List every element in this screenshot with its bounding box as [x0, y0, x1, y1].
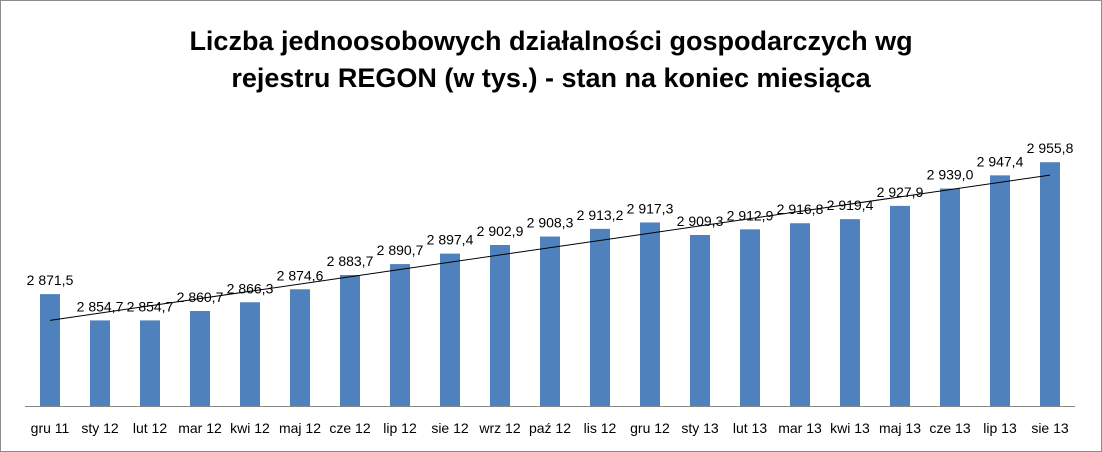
data-label: 2 912,9: [727, 207, 774, 223]
bar: [590, 228, 610, 406]
x-tick-label: lut 13: [733, 420, 767, 436]
bar: [290, 289, 310, 406]
x-tick-label: lip 13: [983, 420, 1017, 436]
data-label: 2 854,7: [77, 298, 124, 314]
chart-title-line-1: Liczba jednoosobowych działalności gospo…: [189, 26, 913, 56]
x-tick-label: wrz 12: [478, 420, 520, 436]
bar: [940, 188, 960, 406]
x-tick-label: lip 12: [383, 420, 417, 436]
bar: [790, 223, 810, 406]
data-label: 2 883,7: [327, 253, 374, 269]
bar: [140, 320, 160, 406]
data-label: 2 955,8: [1027, 140, 1074, 156]
bar: [740, 229, 760, 406]
data-label: 2 917,3: [627, 200, 674, 216]
bar: [190, 311, 210, 406]
bar: [90, 320, 110, 406]
x-tick-label: paź 12: [529, 420, 571, 436]
x-tick-label: mar 12: [178, 420, 222, 436]
data-label: 2 897,4: [427, 232, 474, 248]
x-tick-label: sie 13: [1031, 420, 1069, 436]
x-tick-label: maj 12: [279, 420, 321, 436]
chart-title-line-2: rejestru REGON (w tys.) - stan na koniec…: [231, 63, 871, 93]
bar: [840, 219, 860, 406]
data-label: 2 919,4: [827, 197, 874, 213]
data-label: 2 866,3: [227, 280, 274, 296]
x-tick-label: kwi 13: [830, 420, 870, 436]
bar: [540, 236, 560, 406]
x-tick-label: cze 13: [929, 420, 970, 436]
data-label: 2 927,9: [877, 184, 924, 200]
data-label: 2 947,4: [977, 153, 1024, 169]
data-label: 2 902,9: [477, 223, 524, 239]
x-tick-label: sie 12: [431, 420, 469, 436]
data-label: 2 913,2: [577, 207, 624, 223]
bar: [640, 222, 660, 406]
bar: [890, 205, 910, 406]
bar: [690, 234, 710, 406]
x-tick-label: cze 12: [329, 420, 370, 436]
x-tick-label: gru 12: [630, 420, 670, 436]
chart-title: Liczba jednoosobowych działalności gospo…: [1, 23, 1101, 97]
x-tick-label: maj 13: [879, 420, 921, 436]
bar: [390, 264, 410, 406]
x-tick-label: lut 12: [133, 420, 167, 436]
bar: [440, 253, 460, 406]
x-tick-label: lis 12: [584, 420, 617, 436]
data-label: 2 860,7: [177, 289, 224, 305]
data-label: 2 854,7: [127, 298, 174, 314]
bar: [40, 294, 60, 406]
x-tick-label: sty 13: [681, 420, 719, 436]
data-label: 2 939,0: [927, 167, 974, 183]
data-label: 2 909,3: [677, 213, 724, 229]
bar: [490, 244, 510, 406]
data-label: 2 890,7: [377, 242, 424, 258]
bar: [990, 175, 1010, 406]
x-tick-label: sty 12: [81, 420, 119, 436]
x-tick-label: gru 11: [31, 420, 70, 436]
data-label: 2 908,3: [527, 215, 574, 231]
bar: [240, 302, 260, 406]
data-label: 2 871,5: [27, 272, 74, 288]
x-tick-label: mar 13: [778, 420, 822, 436]
bar: [340, 275, 360, 406]
bar: [1040, 162, 1060, 406]
x-tick-label: kwi 12: [230, 420, 270, 436]
trendline: [49, 174, 1051, 321]
data-label: 2 874,6: [277, 267, 324, 283]
